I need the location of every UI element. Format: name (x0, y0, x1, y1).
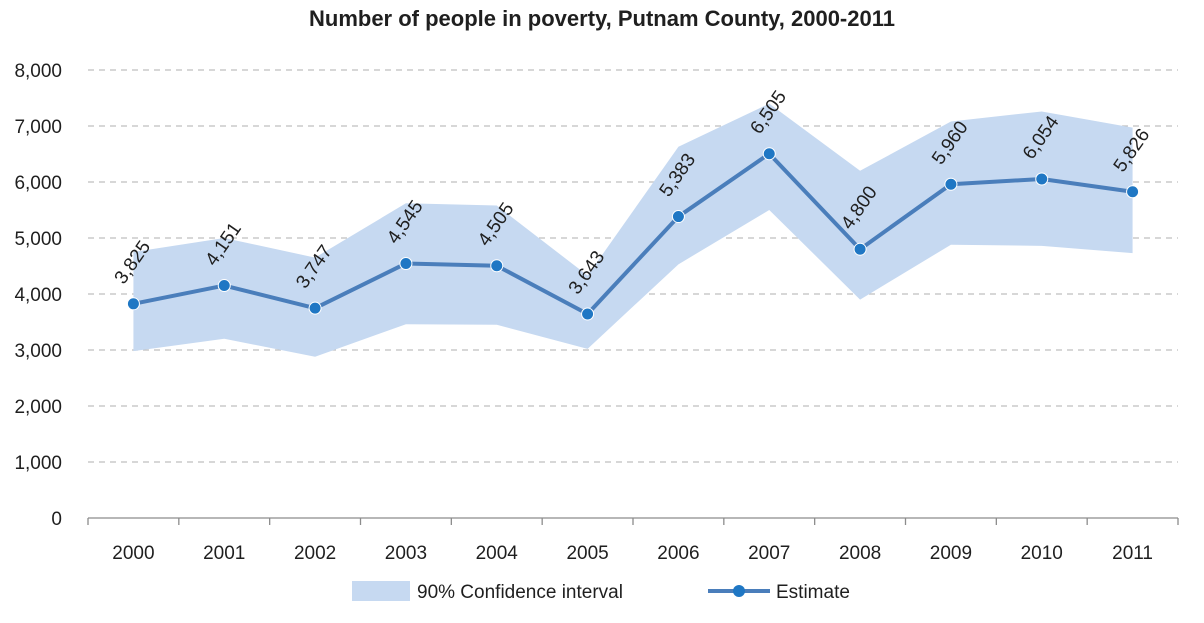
estimate-point (762, 147, 776, 161)
legend-swatch-marker (733, 585, 745, 597)
estimate-point (581, 307, 595, 321)
y-tick-label: 1,000 (14, 453, 62, 474)
legend-swatch-band (352, 581, 410, 601)
legend: 90% Confidence interval Estimate (352, 581, 850, 603)
legend-label-band: 90% Confidence interval (417, 582, 623, 603)
y-tick-label: 3,000 (14, 341, 62, 362)
y-tick-label: 7,000 (14, 117, 62, 138)
estimate-point (126, 297, 140, 311)
y-tick-label: 6,000 (14, 173, 62, 194)
x-tick-label: 2005 (566, 543, 608, 564)
estimate-point (1035, 172, 1049, 186)
x-tick-label: 2004 (476, 543, 519, 564)
estimate-line-layer (126, 147, 1140, 321)
estimate-point (217, 279, 231, 293)
x-tick-label: 2001 (203, 543, 245, 564)
x-tick-label: 2003 (385, 543, 427, 564)
estimate-point (853, 242, 867, 256)
estimate-point (490, 259, 504, 273)
estimate-point (1126, 185, 1140, 199)
estimate-point (671, 210, 685, 224)
y-tick-label: 5,000 (14, 229, 62, 250)
x-tick-label: 2000 (112, 543, 154, 564)
y-tick-label: 0 (51, 509, 62, 530)
x-tick-label: 2011 (1112, 543, 1153, 564)
x-tick-label: 2008 (839, 543, 881, 564)
x-tick-label: 2007 (748, 543, 790, 564)
estimate-line (133, 151, 1133, 316)
chart-title: Number of people in poverty, Putnam Coun… (309, 6, 895, 31)
x-tick-label: 2002 (294, 543, 336, 564)
estimate-point (399, 256, 413, 270)
estimate-point (944, 177, 958, 191)
x-tick-label: 2006 (657, 543, 699, 564)
axes: 0 1,000 2,000 3,000 4,000 5,000 6,000 7,000 8,00… (14, 61, 1179, 564)
x-tick-label: 2009 (930, 543, 972, 564)
legend-label-estimate: Estimate (776, 582, 850, 603)
x-tick-label: 2010 (1021, 543, 1063, 564)
confidence-band-layer (133, 103, 1133, 357)
y-tick-label: 8,000 (14, 61, 62, 82)
estimate-point (308, 301, 322, 315)
y-tick-label: 2,000 (14, 397, 62, 418)
confidence-band (133, 103, 1133, 357)
y-tick-label: 4,000 (14, 285, 62, 306)
